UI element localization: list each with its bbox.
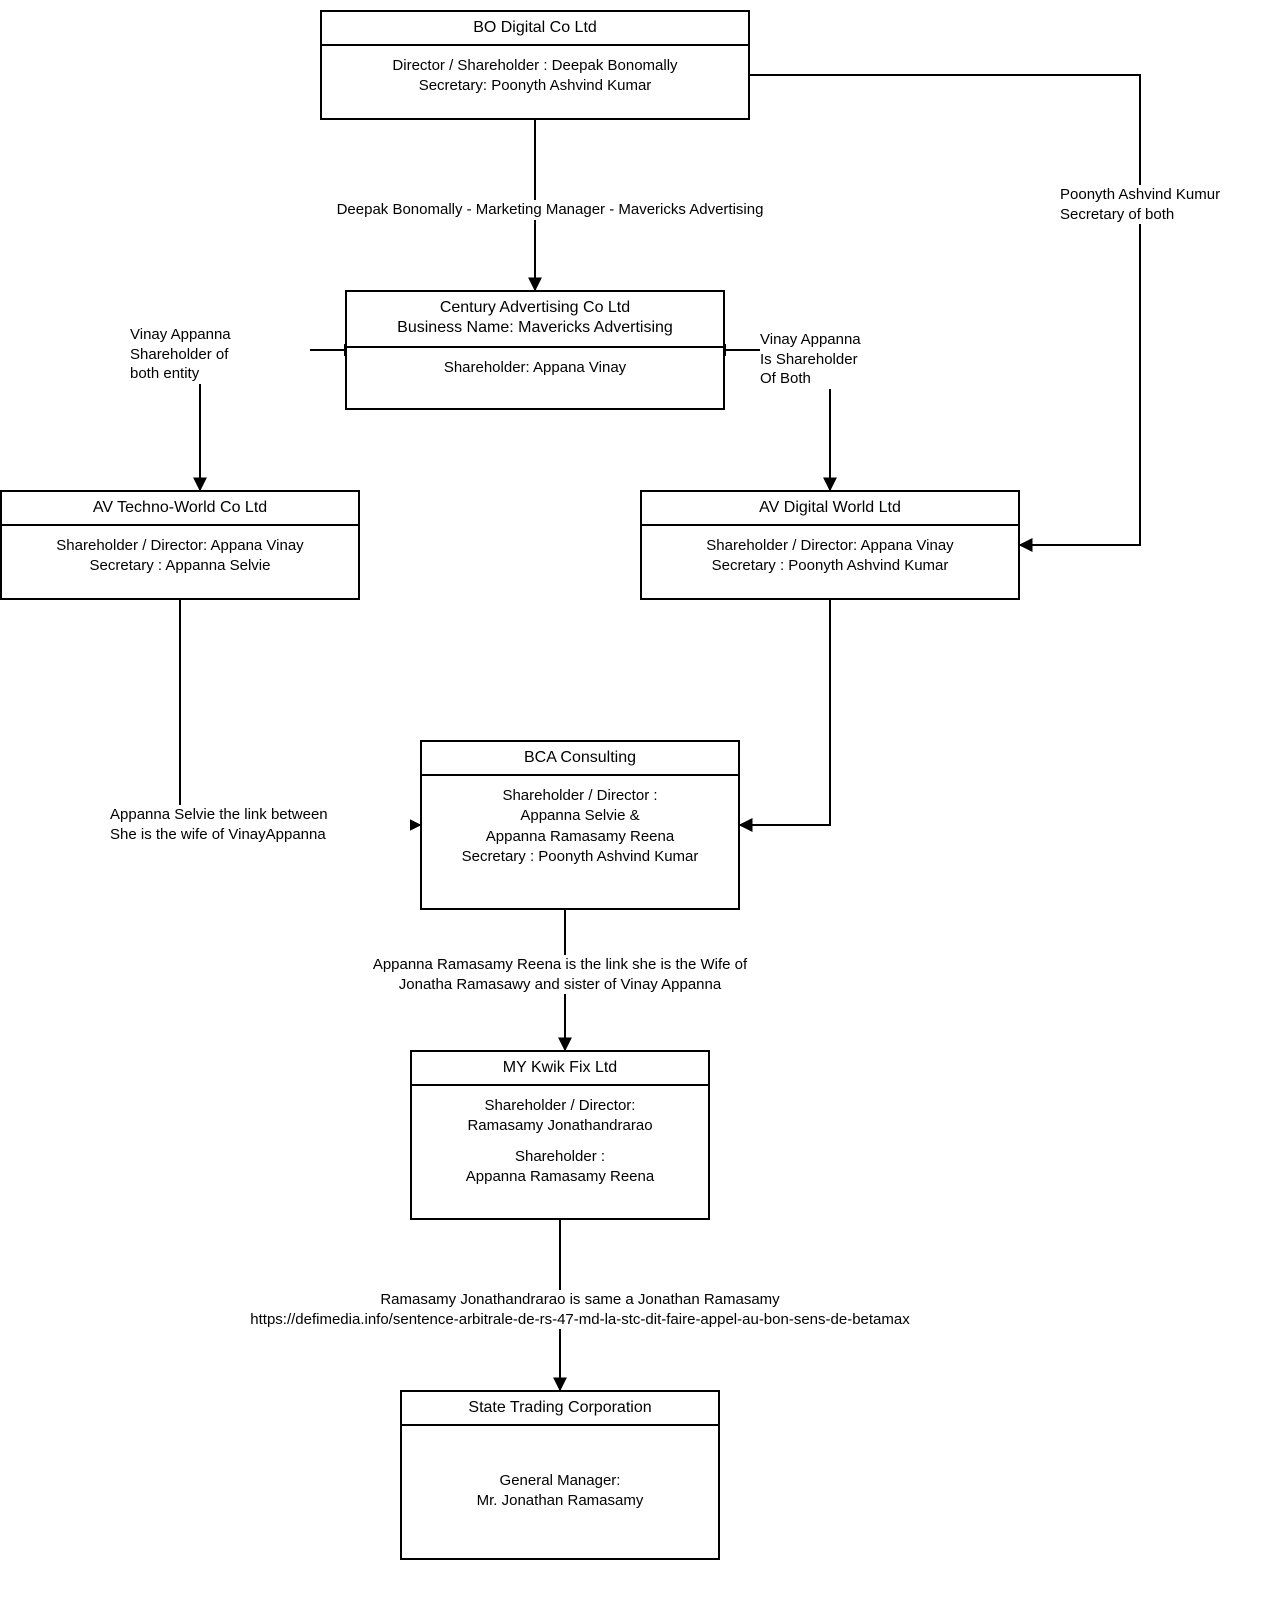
label-line: Is Shareholder — [760, 350, 930, 370]
body-line: Appanna Selvie & — [428, 806, 732, 826]
org-flowchart: BO Digital Co Ltd Director / Shareholder… — [0, 0, 1280, 1601]
node-bca-consulting: BCA Consulting Shareholder / Director : … — [420, 740, 740, 910]
body-line: Shareholder / Director: — [418, 1096, 702, 1116]
label-line: Appanna Selvie the link between — [110, 805, 410, 825]
edge-label-reena: Appanna Ramasamy Reena is the link she i… — [280, 955, 840, 994]
body-line: Secretary : Poonyth Ashvind Kumar — [428, 847, 732, 867]
node-body: Shareholder / Director : Appanna Selvie … — [422, 776, 738, 877]
node-body: General Manager: Mr. Jonathan Ramasamy — [402, 1426, 718, 1522]
body-line: Shareholder : — [418, 1147, 702, 1167]
label-line: She is the wife of VinayAppanna — [110, 825, 410, 845]
label-line: Ramasamy Jonathandrarao is same a Jonath… — [170, 1290, 990, 1310]
body-line: Shareholder: Appana Vinay — [353, 358, 717, 378]
node-title: State Trading Corporation — [402, 1392, 718, 1426]
body-line: Secretary: Poonyth Ashvind Kumar — [328, 76, 742, 96]
body-line: Shareholder / Director: Appana Vinay — [8, 536, 352, 556]
node-my-kwik-fix: MY Kwik Fix Ltd Shareholder / Director: … — [410, 1050, 710, 1220]
body-line: Mr. Jonathan Ramasamy — [408, 1491, 712, 1511]
label-line: Deepak Bonomally - Marketing Manager - M… — [270, 200, 830, 220]
edge-label-selvie: Appanna Selvie the link between She is t… — [110, 805, 410, 844]
node-title: Century Advertising Co Ltd Business Name… — [347, 292, 723, 348]
body-line: Secretary : Poonyth Ashvind Kumar — [648, 556, 1012, 576]
node-century-advertising: Century Advertising Co Ltd Business Name… — [345, 290, 725, 410]
label-line: Appanna Ramasamy Reena is the link she i… — [280, 955, 840, 975]
body-line: Appanna Ramasamy Reena — [418, 1167, 702, 1187]
spacer — [418, 1137, 702, 1147]
label-line: Poonyth Ashvind Kumur — [1060, 185, 1280, 205]
label-line: https://defimedia.info/sentence-arbitral… — [170, 1310, 990, 1330]
node-body: Shareholder / Director: Ramasamy Jonatha… — [412, 1086, 708, 1197]
body-line: Director / Shareholder : Deepak Bonomall… — [328, 56, 742, 76]
title-line: Century Advertising Co Ltd — [351, 298, 719, 318]
body-line: Appanna Ramasamy Reena — [428, 827, 732, 847]
node-bo-digital: BO Digital Co Ltd Director / Shareholder… — [320, 10, 750, 120]
edge-label-jonathan: Ramasamy Jonathandrarao is same a Jonath… — [170, 1290, 990, 1329]
body-line: Shareholder / Director : — [428, 786, 732, 806]
node-state-trading-corp: State Trading Corporation General Manage… — [400, 1390, 720, 1560]
body-line: Shareholder / Director: Appana Vinay — [648, 536, 1012, 556]
node-body: Director / Shareholder : Deepak Bonomall… — [322, 46, 748, 107]
edge-label-vinay-right: Vinay Appanna Is Shareholder Of Both — [760, 330, 930, 389]
edge-avdig-bca — [740, 600, 830, 825]
label-line: Shareholder of — [130, 345, 310, 365]
node-title: MY Kwik Fix Ltd — [412, 1052, 708, 1086]
node-body: Shareholder / Director: Appana Vinay Sec… — [642, 526, 1018, 587]
body-line: Ramasamy Jonathandrarao — [418, 1116, 702, 1136]
title-line: Business Name: Mavericks Advertising — [351, 318, 719, 338]
label-line: Of Both — [760, 369, 930, 389]
edge-label-poonyth-right: Poonyth Ashvind Kumur Secretary of both — [1060, 185, 1280, 224]
node-title: AV Techno-World Co Ltd — [2, 492, 358, 526]
edge-label-vinay-left: Vinay Appanna Shareholder of both entity — [130, 325, 310, 384]
body-line: Secretary : Appanna Selvie — [8, 556, 352, 576]
label-line: Secretary of both — [1060, 205, 1280, 225]
label-line: Jonatha Ramasawy and sister of Vinay App… — [280, 975, 840, 995]
edge-label-deepak: Deepak Bonomally - Marketing Manager - M… — [270, 200, 830, 220]
label-line: Vinay Appanna — [130, 325, 310, 345]
edge-bo-right-avdig — [750, 75, 1140, 545]
node-body: Shareholder / Director: Appana Vinay Sec… — [2, 526, 358, 587]
node-av-digital-world: AV Digital World Ltd Shareholder / Direc… — [640, 490, 1020, 600]
node-body: Shareholder: Appana Vinay — [347, 348, 723, 388]
node-title: BO Digital Co Ltd — [322, 12, 748, 46]
label-line: both entity — [130, 364, 310, 384]
node-title: AV Digital World Ltd — [642, 492, 1018, 526]
node-av-techno-world: AV Techno-World Co Ltd Shareholder / Dir… — [0, 490, 360, 600]
label-line: Vinay Appanna — [760, 330, 930, 350]
node-title: BCA Consulting — [422, 742, 738, 776]
body-line: General Manager: — [408, 1471, 712, 1491]
